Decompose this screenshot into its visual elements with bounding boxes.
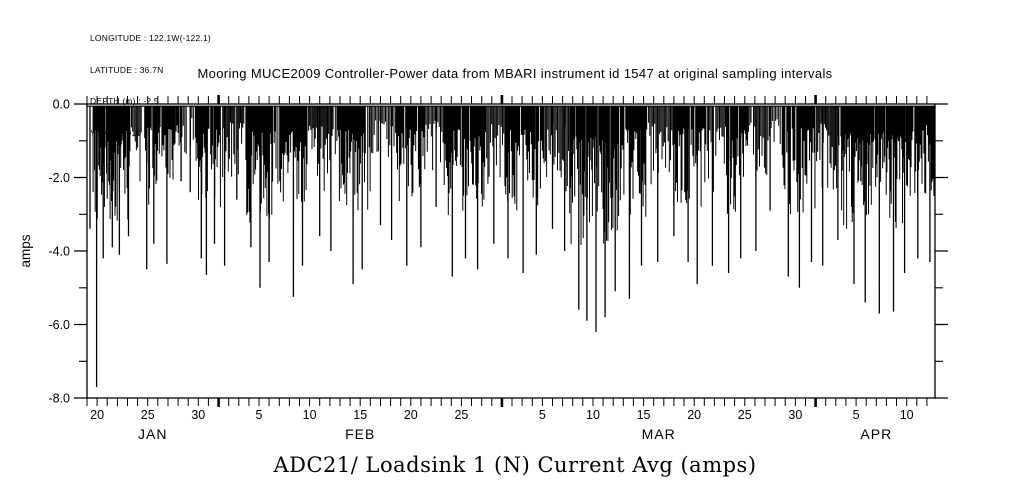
svg-text:-2.0: -2.0	[48, 171, 70, 185]
svg-text:5: 5	[853, 408, 860, 422]
svg-text:15: 15	[637, 408, 651, 422]
svg-text:30: 30	[788, 408, 802, 422]
svg-text:20: 20	[90, 408, 104, 422]
svg-text:20: 20	[687, 408, 701, 422]
svg-text:amps: amps	[18, 234, 33, 267]
svg-text:25: 25	[141, 408, 155, 422]
plot-title: Mooring MUCE2009 Controller-Power data f…	[197, 66, 833, 81]
svg-text:5: 5	[256, 408, 263, 422]
svg-text:30: 30	[191, 408, 205, 422]
svg-text:0.0: 0.0	[53, 98, 70, 112]
svg-text:5: 5	[539, 408, 546, 422]
svg-text:25: 25	[454, 408, 468, 422]
svg-text:10: 10	[586, 408, 600, 422]
svg-text:20: 20	[404, 408, 418, 422]
meta-depth: DEPTH (m) : -2.5	[90, 96, 159, 106]
meta-latitude: LATITUDE : 36.7N	[90, 64, 164, 75]
svg-text:APR: APR	[860, 426, 892, 442]
svg-text:-8.0: -8.0	[48, 392, 70, 406]
svg-text:10: 10	[303, 408, 317, 422]
svg-text:JAN: JAN	[138, 426, 167, 442]
svg-text:10: 10	[900, 408, 914, 422]
svg-text:MAR: MAR	[642, 426, 676, 442]
svg-text:FEB: FEB	[345, 426, 375, 442]
svg-text:15: 15	[353, 408, 367, 422]
svg-text:-6.0: -6.0	[48, 318, 70, 332]
meta-longitude: LONGITUDE : 122.1W(-122.1)	[90, 33, 211, 43]
series-title: ADC21/ Loadsink 1 (N) Current Avg (amps)	[273, 453, 757, 477]
svg-text:25: 25	[738, 408, 752, 422]
svg-text:-4.0: -4.0	[48, 245, 70, 259]
